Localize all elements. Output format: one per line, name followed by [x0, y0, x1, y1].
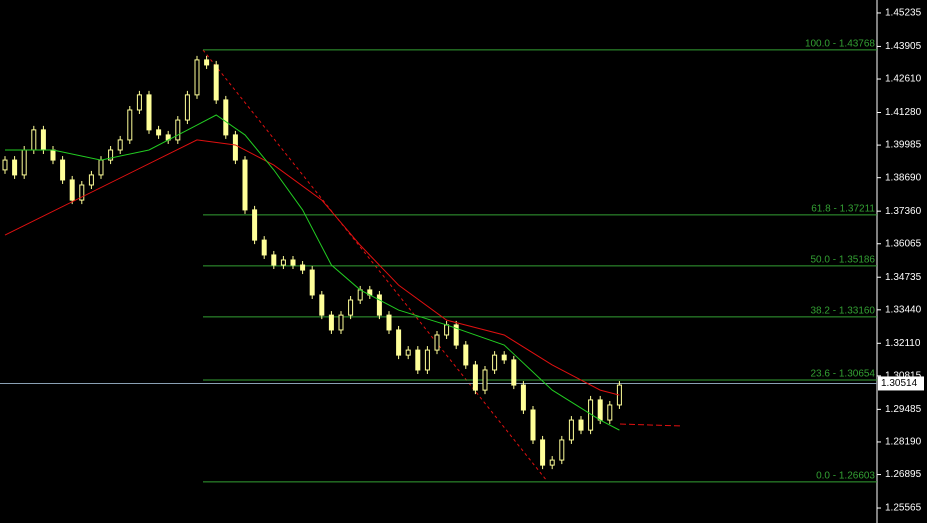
candle-body: [463, 344, 469, 366]
candle-body: [396, 329, 402, 356]
y-tick-label: 1.29485: [885, 404, 922, 415]
candle-body: [328, 314, 334, 331]
candle-body: [530, 409, 536, 441]
y-tick-label: 1.33440: [885, 304, 922, 315]
candle-body: [108, 149, 114, 161]
candle-body: [261, 239, 267, 256]
y-tick-label: 1.42610: [885, 74, 922, 85]
candle-body: [280, 259, 286, 266]
candle-body: [252, 209, 258, 241]
y-tick-label: 1.26895: [885, 469, 922, 480]
candle-body: [21, 149, 27, 176]
y-tick-label: 1.43905: [885, 41, 922, 52]
moving-average: [5, 114, 620, 431]
fib-label: 23.6 - 1.30654: [811, 369, 876, 380]
candle-body: [136, 94, 142, 111]
candle-body: [98, 159, 104, 176]
fib-label: 61.8 - 1.37211: [811, 204, 875, 215]
candle-body: [232, 134, 238, 161]
fibo-trend-line: [202, 49, 548, 482]
y-tick-label: 1.34735: [885, 272, 922, 283]
candle-body: [60, 159, 66, 181]
candle-body: [319, 294, 325, 316]
moving-average: [4, 139, 620, 396]
candle-body: [597, 399, 603, 421]
candle-body: [405, 349, 411, 356]
candle-body: [300, 264, 306, 271]
y-tick-label: 1.41280: [885, 107, 922, 118]
candle-body: [184, 94, 190, 121]
candle-body: [540, 439, 546, 466]
fib-label: 0.0 - 1.26603: [816, 471, 875, 482]
candle-body: [69, 179, 75, 201]
candle-body: [607, 404, 613, 421]
candle-body: [357, 289, 363, 301]
candle-body: [12, 159, 18, 176]
fib-label: 38.2 - 1.33160: [811, 306, 876, 317]
fib-label: 50.0 - 1.35186: [811, 255, 876, 266]
y-tick-label: 1.45235: [885, 8, 922, 19]
candle-body: [31, 129, 37, 151]
candle-body: [88, 174, 94, 186]
candle-body: [2, 159, 8, 171]
y-tick-label: 1.37360: [885, 206, 922, 217]
candle-body: [40, 129, 46, 151]
y-tick-label: 1.38690: [885, 172, 922, 183]
candle-body: [271, 254, 277, 266]
candle-body: [444, 324, 450, 336]
candle-body: [309, 269, 315, 296]
candle-body: [204, 59, 210, 66]
candle-body: [338, 314, 344, 331]
candle-body: [156, 129, 162, 136]
candle-body: [578, 419, 584, 431]
y-tick-label: 1.39985: [885, 140, 922, 151]
candle-body: [348, 299, 354, 316]
candle-body: [175, 119, 181, 141]
candle-body: [501, 354, 507, 361]
current-price-label: 1.30514: [881, 378, 918, 389]
fib-label: 100.0 - 1.43768: [805, 39, 875, 50]
y-tick-label: 1.30815: [885, 371, 922, 382]
y-tick-label: 1.25565: [885, 503, 922, 514]
candle-body: [290, 259, 296, 266]
candle-body: [434, 334, 440, 351]
candle-body: [492, 354, 498, 371]
candle-body: [242, 159, 248, 211]
candle-body: [194, 59, 200, 96]
candle-body: [127, 109, 133, 141]
current-price-box: [878, 376, 924, 391]
candle-body: [453, 324, 459, 346]
candle-body: [146, 94, 152, 131]
y-tick-label: 1.36065: [885, 238, 922, 249]
candle-body: [79, 184, 85, 201]
y-tick-label: 1.32110: [885, 338, 921, 349]
candle-body: [50, 149, 56, 161]
candle-body: [482, 369, 488, 391]
candle-body: [568, 419, 574, 441]
candle-body: [117, 139, 123, 151]
candle-body: [223, 99, 229, 136]
candle-body: [511, 359, 517, 386]
candle-body: [376, 294, 382, 316]
projection-line: [619, 423, 683, 427]
candle-body: [520, 384, 526, 411]
candle-body: [213, 64, 219, 101]
y-tick-label: 1.28190: [885, 437, 922, 448]
candle-body: [424, 349, 430, 371]
candle-body: [559, 439, 565, 461]
candle-body: [549, 459, 555, 466]
candle-body: [386, 314, 392, 331]
candle-body: [415, 349, 421, 371]
candle-body: [472, 364, 478, 391]
